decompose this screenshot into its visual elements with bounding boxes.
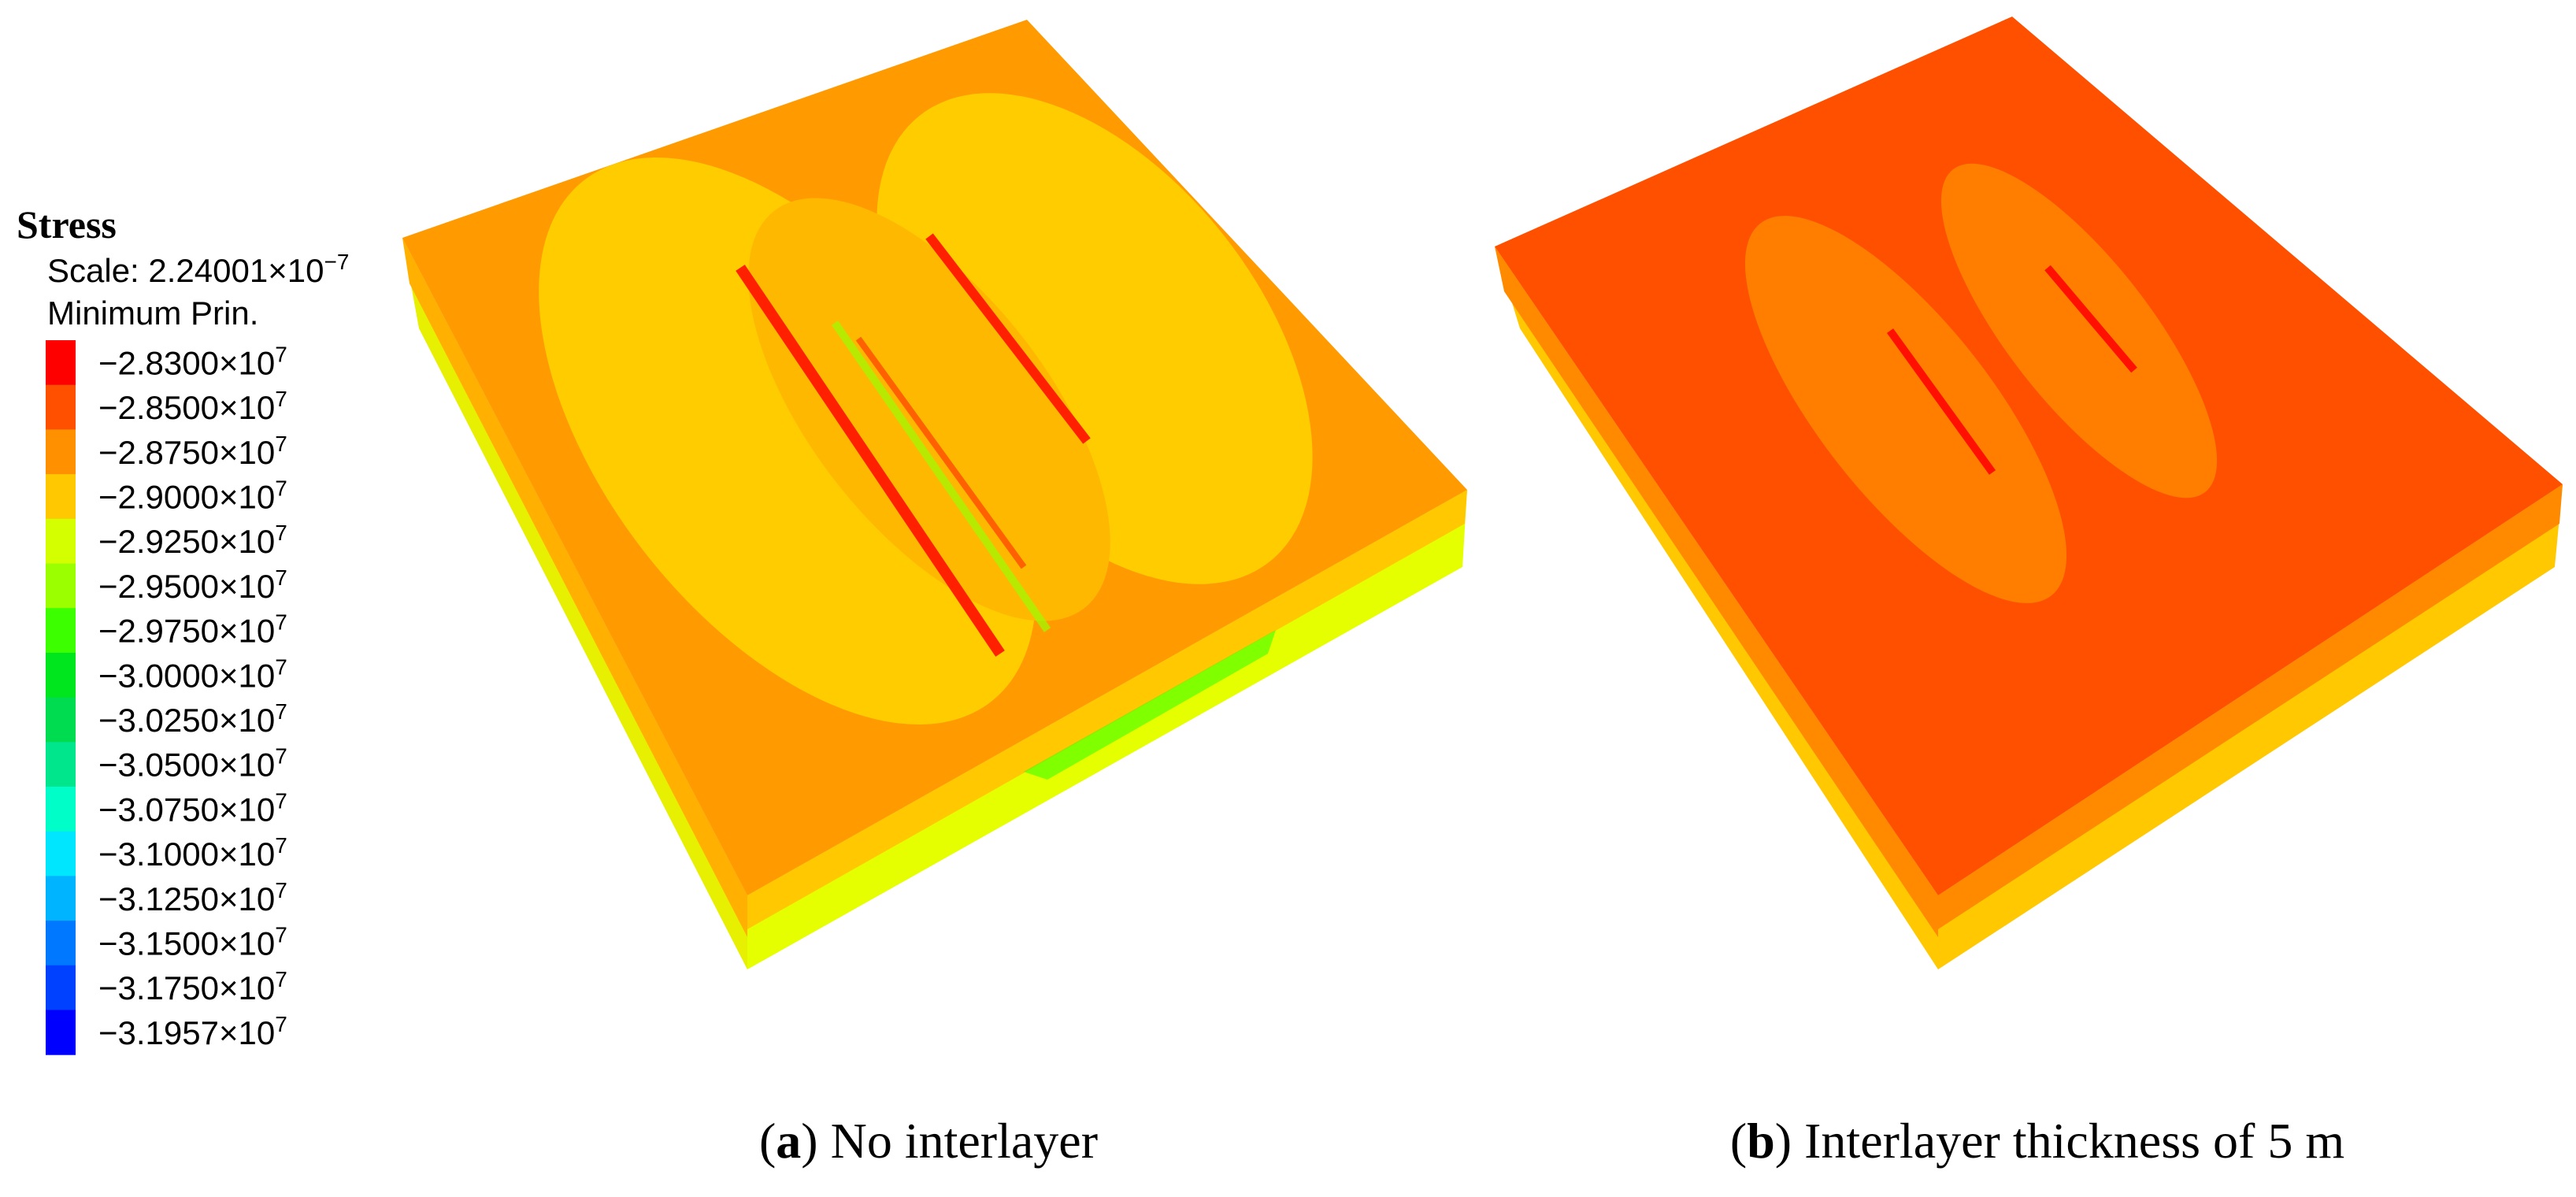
label-text: −3.1500×10 bbox=[98, 925, 275, 962]
label-exponent: 7 bbox=[275, 476, 287, 500]
caption-part: ) No interlayer bbox=[801, 1113, 1098, 1169]
side-face bbox=[1938, 484, 2563, 929]
caption-part: ) Interlayer thickness of 5 m bbox=[1775, 1113, 2344, 1169]
legend-label: −2.9250×107 bbox=[98, 521, 287, 560]
label-exponent: 7 bbox=[275, 387, 287, 411]
caption-part: b bbox=[1747, 1113, 1775, 1169]
label-text: −3.0500×10 bbox=[98, 747, 275, 784]
legend-swatch bbox=[46, 876, 76, 921]
label-text: −3.1000×10 bbox=[98, 836, 275, 873]
legend-swatch bbox=[46, 474, 76, 520]
legend-swatch bbox=[46, 518, 76, 564]
label-exponent: 7 bbox=[275, 610, 287, 635]
label-text: −2.9750×10 bbox=[98, 613, 275, 650]
panel-caption: (a) No interlayer bbox=[759, 1113, 1098, 1169]
legend-label: −3.1250×107 bbox=[98, 878, 287, 917]
captions: (a) No interlayer (b) Interlayer thicknes… bbox=[759, 1113, 2344, 1169]
scale-exponent: −7 bbox=[324, 250, 349, 274]
label-exponent: 7 bbox=[275, 565, 287, 590]
legend-title: Stress bbox=[17, 202, 117, 246]
legend-swatch bbox=[46, 742, 76, 788]
label-exponent: 7 bbox=[275, 699, 287, 724]
legend-label: −3.1750×107 bbox=[98, 967, 287, 1006]
label-exponent: 7 bbox=[275, 967, 287, 991]
label-text: −3.0750×10 bbox=[98, 791, 275, 828]
legend-swatch bbox=[46, 608, 76, 654]
legend-label: −3.1500×107 bbox=[98, 922, 287, 962]
label-text: −3.0000×10 bbox=[98, 657, 275, 694]
label-text: −2.8500×10 bbox=[98, 389, 275, 426]
legend-swatch bbox=[46, 563, 76, 609]
legend-swatch bbox=[46, 965, 76, 1010]
contour bbox=[1744, 163, 2218, 603]
label-text: −2.8750×10 bbox=[98, 434, 275, 471]
legend-label: −2.9000×107 bbox=[98, 476, 287, 515]
caption-part: ( bbox=[759, 1113, 776, 1169]
legend-label: −2.9750×107 bbox=[98, 610, 287, 650]
side-face bbox=[1495, 246, 1938, 937]
label-text: −3.1957×10 bbox=[98, 1014, 275, 1051]
label-exponent: 7 bbox=[275, 744, 287, 769]
legend-label: −2.8300×107 bbox=[98, 342, 287, 381]
legend-swatch bbox=[46, 921, 76, 966]
legend-label: −3.0000×107 bbox=[98, 654, 287, 694]
legend-label: −3.0750×107 bbox=[98, 788, 287, 828]
legend-label: −2.8500×107 bbox=[98, 387, 287, 426]
label-exponent: 7 bbox=[275, 922, 287, 947]
panel-caption: (b) Interlayer thickness of 5 m bbox=[1730, 1113, 2344, 1169]
label-text: −2.9000×10 bbox=[98, 478, 275, 515]
label-text: −3.1750×10 bbox=[98, 969, 275, 1006]
label-exponent: 7 bbox=[275, 878, 287, 902]
legend-swatch bbox=[46, 384, 76, 430]
legend-label: −2.8750×107 bbox=[98, 432, 287, 471]
legend-swatch bbox=[46, 429, 76, 475]
legend-label: −3.0250×107 bbox=[98, 699, 287, 739]
caption-part: a bbox=[776, 1113, 801, 1169]
label-exponent: 7 bbox=[275, 432, 287, 456]
label-exponent: 7 bbox=[275, 654, 287, 679]
label-exponent: 7 bbox=[275, 788, 287, 813]
legend-swatch bbox=[46, 831, 76, 876]
model-a bbox=[402, 20, 1467, 969]
legend-scale: Scale: 2.24001×10−7 bbox=[47, 250, 349, 289]
legend: Stress Scale: 2.24001×10−7 Minimum Prin.… bbox=[17, 202, 349, 1055]
scale-text: Scale: 2.24001×10 bbox=[47, 252, 324, 289]
green-patch bbox=[1024, 630, 1276, 780]
legend-label: −3.1957×107 bbox=[98, 1012, 287, 1051]
label-text: −2.9250×10 bbox=[98, 523, 275, 560]
label-text: −2.9500×10 bbox=[98, 568, 275, 605]
legend-label: −3.1000×107 bbox=[98, 833, 287, 873]
label-text: −3.1250×10 bbox=[98, 880, 275, 917]
side-face bbox=[402, 238, 747, 937]
legend-swatch bbox=[46, 787, 76, 832]
label-text: −2.8300×10 bbox=[98, 344, 275, 381]
side-face bbox=[747, 490, 1467, 929]
legend-label: −3.0500×107 bbox=[98, 744, 287, 784]
legend-quantity: Minimum Prin. bbox=[47, 295, 258, 332]
legend-swatch bbox=[46, 340, 76, 386]
legend-label: −2.9500×107 bbox=[98, 565, 287, 605]
label-exponent: 7 bbox=[275, 342, 287, 366]
label-exponent: 7 bbox=[275, 521, 287, 545]
model-b bbox=[1495, 17, 2563, 969]
legend-swatch bbox=[46, 1010, 76, 1055]
label-exponent: 7 bbox=[275, 833, 287, 858]
legend-swatch bbox=[46, 697, 76, 743]
contour bbox=[539, 93, 1313, 724]
caption-part: ( bbox=[1730, 1113, 1747, 1169]
label-text: −3.0250×10 bbox=[98, 702, 275, 739]
legend-swatch bbox=[46, 652, 76, 699]
label-exponent: 7 bbox=[275, 1012, 287, 1036]
